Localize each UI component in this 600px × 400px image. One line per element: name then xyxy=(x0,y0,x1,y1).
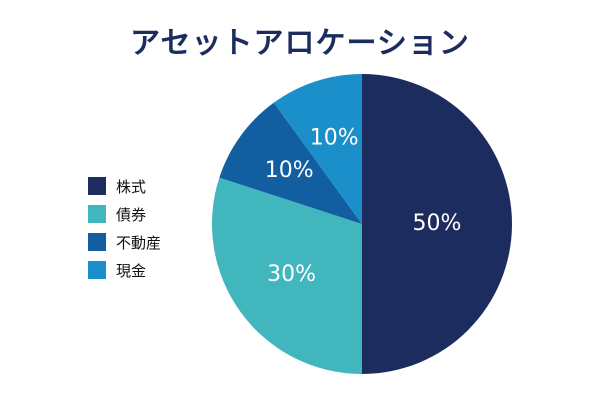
legend-label: 現金 xyxy=(116,261,147,280)
legend: 株式 債券 不動産 現金 xyxy=(88,174,208,286)
slice-label-2: 30% xyxy=(267,262,316,287)
legend-item-4: 現金 xyxy=(88,258,208,282)
legend-item-2: 債券 xyxy=(88,202,208,226)
slice-label-4: 10% xyxy=(310,125,359,150)
pie-slice-labels: 50% 30% 10% 10% xyxy=(265,125,462,287)
legend-item-1: 株式 xyxy=(88,174,208,198)
legend-swatch xyxy=(88,233,106,251)
pie-slice-1 xyxy=(362,74,512,374)
pie-slice-3 xyxy=(219,102,362,224)
chart-title: アセットアロケーション xyxy=(130,26,470,61)
slice-label-3: 10% xyxy=(265,158,314,183)
pie-slice-4 xyxy=(273,74,362,224)
slice-label-1: 50% xyxy=(413,211,462,236)
legend-label: 株式 xyxy=(116,177,147,196)
legend-label: 債券 xyxy=(116,205,147,224)
pie-slices xyxy=(212,74,512,374)
legend-swatch xyxy=(88,261,106,279)
pie-slice-2 xyxy=(212,177,362,374)
legend-label: 不動産 xyxy=(116,233,162,252)
legend-item-3: 不動産 xyxy=(88,230,208,254)
legend-swatch xyxy=(88,177,106,195)
legend-swatch xyxy=(88,205,106,223)
